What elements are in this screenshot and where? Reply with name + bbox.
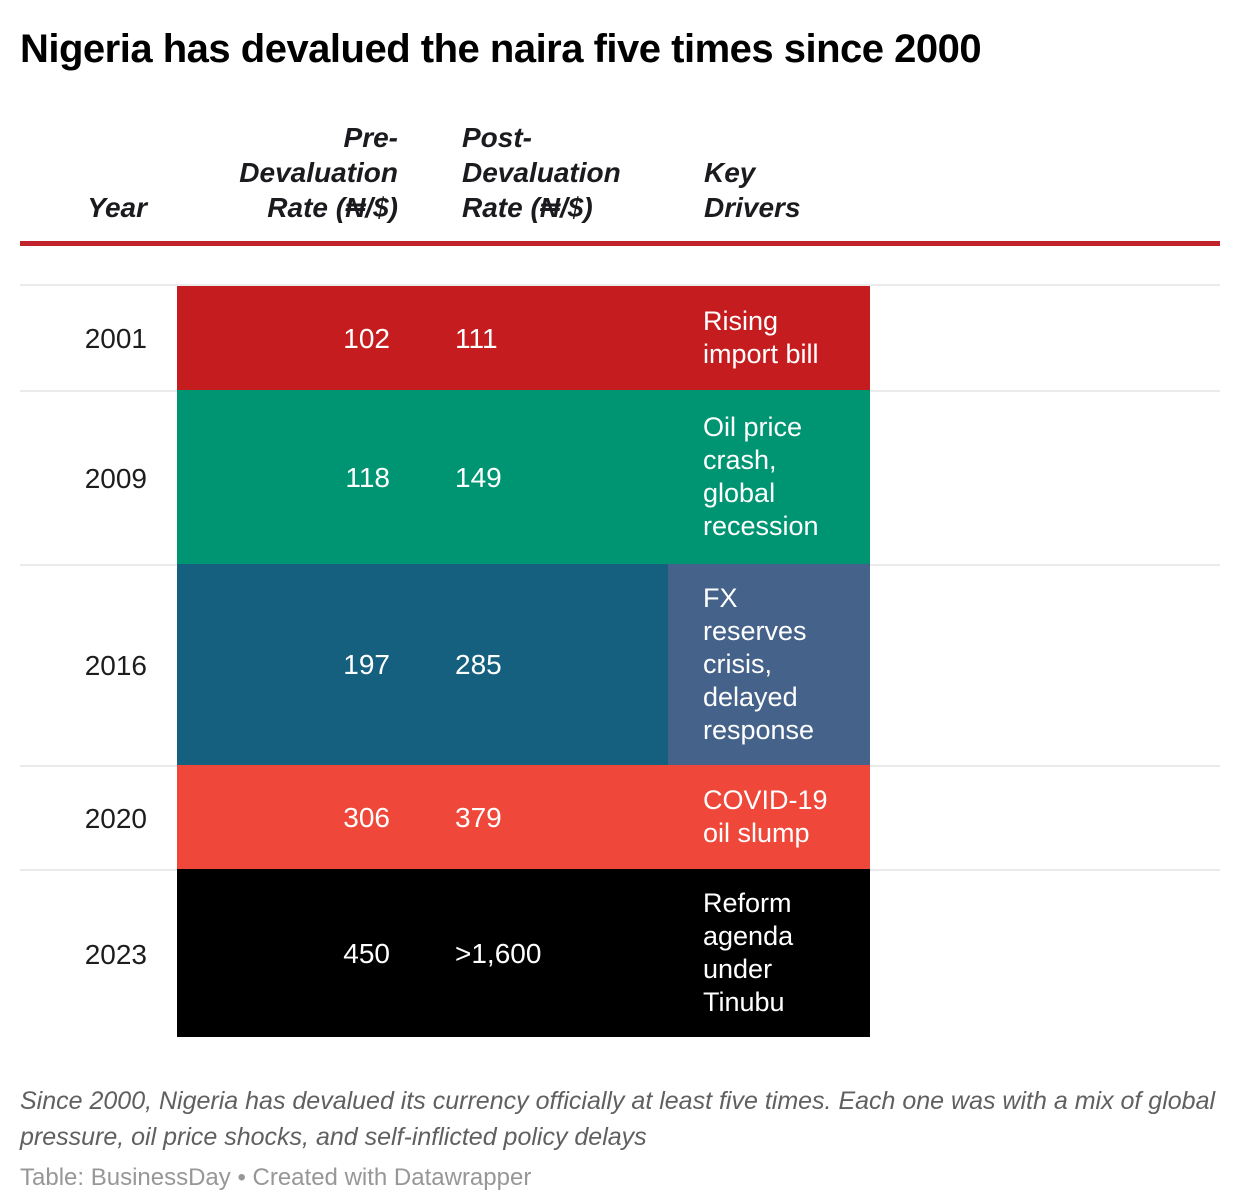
credit-line: Table: BusinessDay • Created with Datawr…	[20, 1164, 532, 1191]
key-drivers-cell: Oil price crash, global recession	[668, 390, 870, 564]
year-cell: 2016	[20, 564, 177, 765]
key-drivers-cell: Reform agenda under Tinubu	[668, 869, 870, 1037]
post-rate-cell: 111	[420, 286, 668, 390]
pre-rate-cell: 450	[177, 869, 420, 1037]
filler-cell	[870, 564, 1220, 765]
pre-rate-cell: 102	[177, 286, 420, 390]
table-row-2009: 2009 118 149 Oil price crash, global rec…	[20, 390, 1220, 564]
post-rate-cell: 285	[420, 564, 668, 765]
column-header-year: Year	[87, 192, 147, 223]
pre-rate-cell: 197	[177, 564, 420, 765]
table-notes: Since 2000, Nigeria has devalued its cur…	[20, 1087, 1216, 1151]
key-drivers-cell: Rising import bill	[668, 286, 870, 390]
year-cell: 2001	[84, 322, 147, 354]
year-cell: 2009	[20, 390, 177, 564]
pre-rate-cell: 118	[177, 390, 420, 564]
column-header-spacer	[870, 225, 1220, 229]
filler-cell	[870, 390, 1220, 564]
year-cell: 2023	[20, 869, 177, 1037]
pre-rate-cell: 306	[177, 765, 420, 869]
header-rule	[20, 241, 1220, 246]
column-header-pre-devaluation-rate: Pre- Devaluation Rate (₦/$)	[239, 122, 398, 223]
page-title: Nigeria has devalued the naira five time…	[20, 27, 982, 71]
table-row-2016: 2016 197 285 FX reserves crisis, delayed…	[20, 564, 1220, 765]
table-row-2001: 2001 102 111 Rising import bill	[20, 286, 1220, 390]
table-header-row: Year Pre- Devaluation Rate (₦/$) Post- D…	[20, 120, 1220, 229]
table-row-2023: 2023 450 >1,600 Reform agenda under Tinu…	[20, 869, 1220, 1037]
filler-cell	[870, 869, 1220, 1037]
table-body: 2001 102 111 Rising import bill 2009 118…	[20, 284, 1220, 1037]
column-header-key-drivers: Key Drivers	[704, 157, 801, 223]
key-drivers-cell: COVID-19 oil slump	[668, 765, 870, 869]
post-rate-cell: >1,600	[420, 869, 668, 1037]
column-header-post-devaluation-rate: Post- Devaluation Rate (₦/$)	[462, 122, 621, 223]
key-drivers-cell: FX reserves crisis, delayed response	[668, 564, 870, 765]
filler-cell	[870, 765, 1220, 869]
year-cell: 2020	[20, 765, 177, 869]
post-rate-cell: 149	[420, 390, 668, 564]
table-row-2020: 2020 306 379 COVID-19 oil slump	[20, 765, 1220, 869]
filler-cell	[870, 286, 1220, 390]
post-rate-cell: 379	[420, 765, 668, 869]
